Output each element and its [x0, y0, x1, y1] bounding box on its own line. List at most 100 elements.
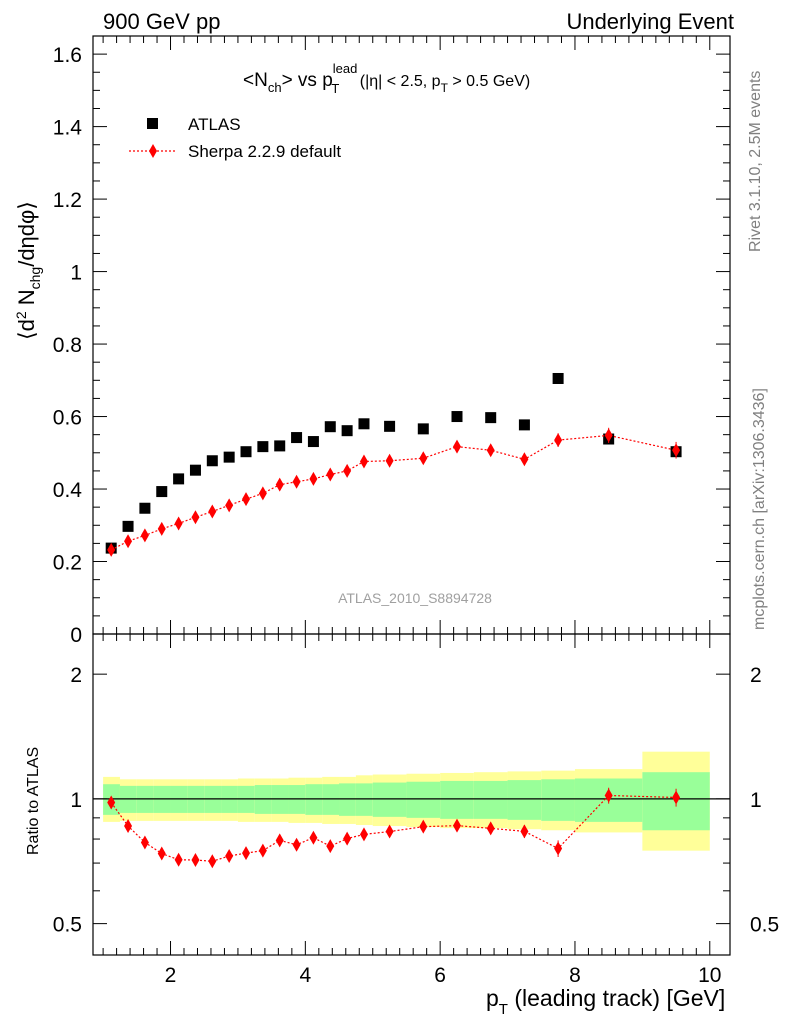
atlas-point — [485, 412, 497, 424]
xlabel-part-b: (leading track) [GeV] — [508, 985, 725, 1011]
ratio-point — [520, 824, 529, 839]
main-data — [105, 372, 682, 557]
analysis-watermark: ATLAS_2010_S8894728 — [338, 590, 492, 606]
title-part-c-sub: T — [441, 81, 449, 95]
ratio-point — [343, 831, 352, 846]
atlas-point — [223, 451, 235, 463]
ratio-point — [225, 849, 234, 864]
legend-label-atlas: ATLAS — [188, 115, 241, 134]
ratio-point — [191, 853, 200, 868]
ratio-point — [275, 833, 284, 848]
ratio-bands — [103, 751, 710, 851]
ratio-point — [309, 830, 318, 845]
x-tick-label: 6 — [434, 964, 446, 987]
sherpa-point — [157, 521, 166, 536]
sherpa-point — [672, 443, 681, 458]
xlabel-part-a-sub: T — [499, 1001, 508, 1018]
y-tick-label: 1 — [70, 262, 82, 285]
ratio-tick-label-right: 2 — [750, 664, 762, 687]
ratio-band-inner — [507, 780, 542, 820]
sherpa-point — [124, 534, 133, 549]
title-part-b-sup: lead — [333, 61, 358, 76]
ratio-point — [672, 790, 681, 805]
legend-marker-atlas — [147, 118, 158, 129]
atlas-point — [257, 441, 269, 453]
ratio-point — [157, 846, 166, 861]
title-part-a-sub: ch — [268, 80, 282, 95]
sherpa-point — [604, 428, 613, 443]
atlas-point — [324, 421, 336, 433]
y-tick-label: 0.8 — [53, 334, 82, 357]
atlas-point — [307, 436, 319, 448]
atlas-point — [291, 432, 303, 444]
sherpa-point — [453, 439, 461, 454]
sherpa-point — [343, 463, 352, 478]
ratio-point — [359, 827, 368, 842]
atlas-point — [139, 502, 151, 514]
atlas-point — [274, 440, 286, 452]
ratio-band-inner — [305, 784, 323, 815]
sherpa-point — [554, 433, 563, 448]
y-tick-label: 1.6 — [53, 44, 82, 67]
header-left: 900 GeV pp — [103, 9, 220, 34]
ratio-band-inner — [372, 782, 407, 817]
y-tick-label: 0.2 — [53, 552, 82, 575]
x-tick-label: 4 — [299, 964, 311, 987]
sherpa-point — [107, 542, 116, 557]
legend: ATLAS Sherpa 2.2.9 default — [129, 115, 341, 161]
title-part-b-sub: T — [331, 81, 339, 96]
sherpa-point — [191, 510, 200, 525]
atlas-point — [122, 520, 134, 532]
ratio-band-inner — [440, 780, 474, 819]
sherpa-point — [258, 486, 267, 501]
atlas-point — [417, 423, 429, 435]
sherpa-point — [225, 498, 234, 513]
sherpa-point — [275, 477, 284, 492]
rivet-info: Rivet 3.1.10, 2.5M events — [747, 71, 764, 252]
title-part-b: > vs p — [282, 70, 333, 91]
ratio-point — [554, 841, 563, 856]
ratio-point — [326, 839, 335, 854]
title-part-c: (|η| < 2.5, p — [355, 73, 440, 90]
ratio-tick-label: 2 — [70, 664, 82, 687]
sherpa-line — [110, 434, 677, 551]
ratio-point — [486, 821, 495, 836]
y-axis-label: ⟨d2 Nchg/dηdφ⟩ — [13, 201, 43, 340]
x-tick-label: 10 — [698, 964, 721, 987]
ratio-y-axis-label: Ratio to ATLAS — [25, 747, 42, 855]
ratio-point — [242, 846, 251, 861]
atlas-point — [341, 425, 353, 437]
ratio-point — [419, 819, 428, 834]
ratio-tick-label: 1 — [70, 789, 82, 812]
ratio-point — [124, 819, 133, 834]
sherpa-point — [242, 492, 251, 507]
y-tick-label: 1.4 — [53, 117, 83, 140]
legend-marker-sherpa — [149, 144, 157, 158]
ratio-point — [258, 843, 267, 858]
title-part-a: <N — [243, 70, 268, 91]
ratio-band-inner — [355, 783, 373, 816]
sherpa-point — [309, 471, 318, 486]
ratio-point — [385, 824, 394, 839]
y-tick-label: 0.4 — [53, 479, 83, 502]
mcplots-info: mcplots.cern.ch [arXiv:1306.3436] — [751, 388, 768, 630]
ylabel-part-a-sup: 2 — [13, 311, 29, 319]
header-right: Underlying Event — [566, 9, 734, 34]
x-tick-label: 8 — [569, 964, 581, 987]
ylabel-part-b: N — [14, 289, 39, 311]
ylabel-part-b-sub: chg — [27, 267, 43, 290]
ratio-point — [107, 795, 116, 810]
ratio-tick-label: 0.5 — [53, 914, 82, 937]
atlas-point — [240, 446, 252, 458]
ratio-point — [453, 818, 461, 833]
y-tick-label: 1.2 — [53, 189, 82, 212]
ratio-point — [174, 852, 183, 867]
atlas-point — [189, 464, 201, 476]
legend-label-sherpa: Sherpa 2.2.9 default — [188, 142, 341, 161]
atlas-point — [451, 411, 463, 423]
title-part-d: > 0.5 GeV) — [448, 73, 530, 90]
ratio-band-inner — [339, 783, 356, 816]
x-axis-label: pT (leading track) [GeV] — [486, 985, 725, 1018]
atlas-point — [206, 455, 218, 467]
atlas-point — [173, 473, 185, 485]
